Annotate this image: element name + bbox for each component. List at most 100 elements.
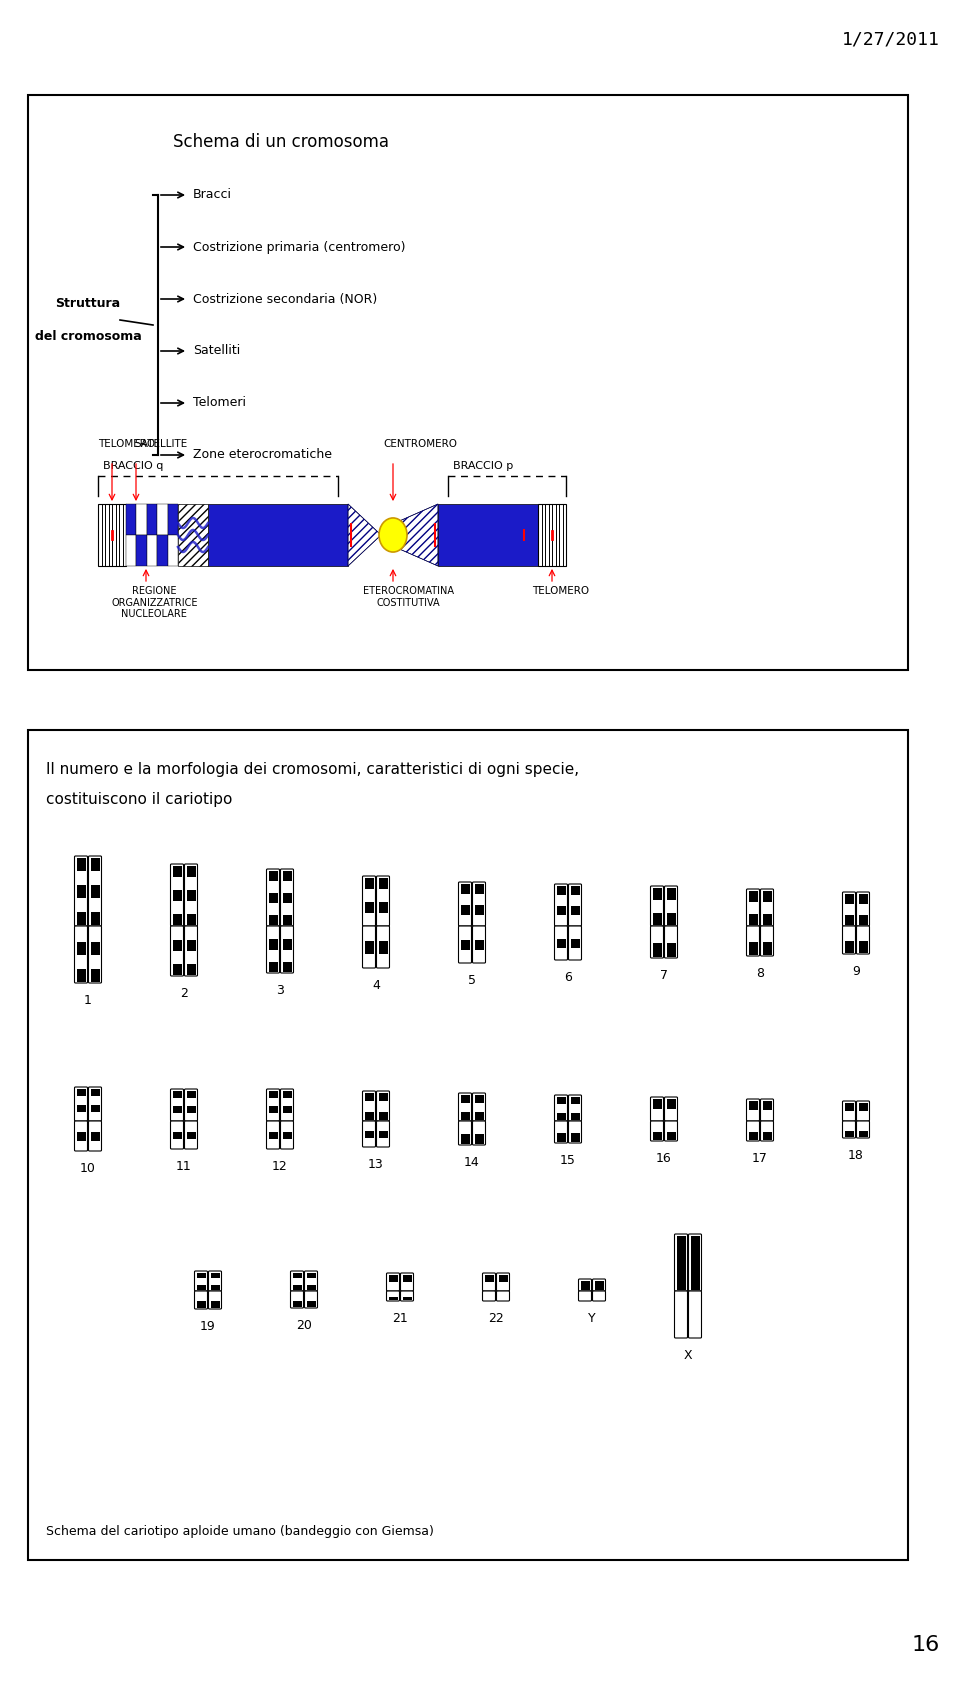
- Bar: [126, 536, 136, 566]
- Bar: [378, 891, 388, 901]
- Bar: [186, 951, 196, 963]
- Bar: [474, 894, 484, 904]
- Bar: [77, 1096, 85, 1105]
- Bar: [653, 901, 661, 913]
- FancyBboxPatch shape: [267, 1122, 279, 1148]
- Bar: [845, 941, 853, 953]
- FancyBboxPatch shape: [688, 1292, 702, 1339]
- Bar: [365, 1103, 373, 1111]
- FancyBboxPatch shape: [459, 926, 471, 963]
- Bar: [77, 1123, 85, 1132]
- Text: 12: 12: [272, 1160, 288, 1174]
- Text: costituiscono il cariotipo: costituiscono il cariotipo: [46, 791, 232, 807]
- Bar: [269, 1132, 277, 1140]
- FancyBboxPatch shape: [843, 926, 855, 955]
- FancyBboxPatch shape: [856, 893, 870, 926]
- Text: del cromosoma: del cromosoma: [35, 330, 141, 344]
- Bar: [653, 1110, 661, 1120]
- Bar: [557, 1113, 565, 1120]
- FancyBboxPatch shape: [195, 1292, 207, 1308]
- Bar: [306, 1300, 316, 1307]
- Bar: [666, 1100, 676, 1110]
- Bar: [474, 928, 484, 938]
- FancyBboxPatch shape: [555, 1095, 567, 1122]
- Bar: [173, 891, 181, 901]
- Bar: [378, 1123, 388, 1130]
- Bar: [858, 941, 868, 953]
- Bar: [538, 504, 566, 566]
- Bar: [570, 1123, 580, 1132]
- Bar: [474, 916, 484, 925]
- FancyBboxPatch shape: [208, 1292, 222, 1308]
- Bar: [378, 928, 388, 940]
- Bar: [594, 1282, 604, 1290]
- Bar: [749, 941, 757, 955]
- FancyBboxPatch shape: [88, 1086, 102, 1122]
- FancyBboxPatch shape: [280, 1122, 294, 1148]
- Bar: [845, 1111, 853, 1120]
- FancyBboxPatch shape: [483, 1273, 495, 1292]
- Bar: [474, 1095, 484, 1103]
- Bar: [378, 1111, 388, 1120]
- Bar: [474, 940, 484, 950]
- Bar: [365, 914, 373, 925]
- Bar: [461, 1133, 469, 1143]
- Bar: [845, 1130, 853, 1137]
- Bar: [570, 928, 580, 938]
- Bar: [269, 1091, 277, 1098]
- FancyBboxPatch shape: [688, 1234, 702, 1292]
- Bar: [90, 1123, 100, 1132]
- FancyBboxPatch shape: [171, 1090, 183, 1122]
- Bar: [282, 1098, 292, 1105]
- Bar: [197, 1273, 205, 1278]
- Text: 1: 1: [84, 994, 92, 1007]
- Bar: [77, 928, 85, 941]
- Text: 17: 17: [752, 1152, 768, 1165]
- Bar: [186, 903, 196, 913]
- Bar: [186, 1140, 196, 1148]
- Text: TELOMERO: TELOMERO: [98, 440, 156, 450]
- FancyBboxPatch shape: [88, 1122, 102, 1150]
- Bar: [173, 877, 181, 889]
- Bar: [186, 914, 196, 925]
- Bar: [570, 950, 580, 958]
- Bar: [762, 941, 772, 955]
- Bar: [762, 903, 772, 913]
- FancyBboxPatch shape: [280, 869, 294, 926]
- Bar: [461, 1113, 469, 1120]
- FancyBboxPatch shape: [376, 1091, 390, 1122]
- FancyBboxPatch shape: [568, 1122, 582, 1143]
- Bar: [269, 871, 277, 881]
- Bar: [690, 1293, 700, 1337]
- Bar: [749, 1111, 757, 1120]
- FancyBboxPatch shape: [267, 926, 279, 973]
- Bar: [474, 904, 484, 914]
- Bar: [749, 914, 757, 925]
- FancyBboxPatch shape: [496, 1273, 510, 1292]
- Bar: [282, 1140, 292, 1148]
- Bar: [90, 859, 100, 871]
- Bar: [557, 1105, 565, 1111]
- Bar: [269, 893, 277, 903]
- Bar: [90, 886, 100, 898]
- Bar: [498, 1293, 508, 1300]
- Bar: [474, 884, 484, 894]
- Bar: [282, 1091, 292, 1098]
- Bar: [365, 903, 373, 913]
- Bar: [157, 536, 168, 566]
- Bar: [653, 1100, 661, 1110]
- Bar: [77, 1105, 85, 1111]
- FancyBboxPatch shape: [856, 1101, 870, 1122]
- Bar: [282, 882, 292, 893]
- Bar: [845, 1123, 853, 1130]
- Bar: [461, 940, 469, 950]
- Text: TELOMERO: TELOMERO: [532, 586, 589, 596]
- Bar: [498, 1275, 508, 1282]
- Bar: [461, 884, 469, 894]
- Bar: [474, 1133, 484, 1143]
- FancyBboxPatch shape: [568, 1095, 582, 1122]
- FancyBboxPatch shape: [459, 1122, 471, 1145]
- FancyBboxPatch shape: [747, 1100, 759, 1122]
- Bar: [186, 1098, 196, 1105]
- Text: 21: 21: [392, 1312, 408, 1325]
